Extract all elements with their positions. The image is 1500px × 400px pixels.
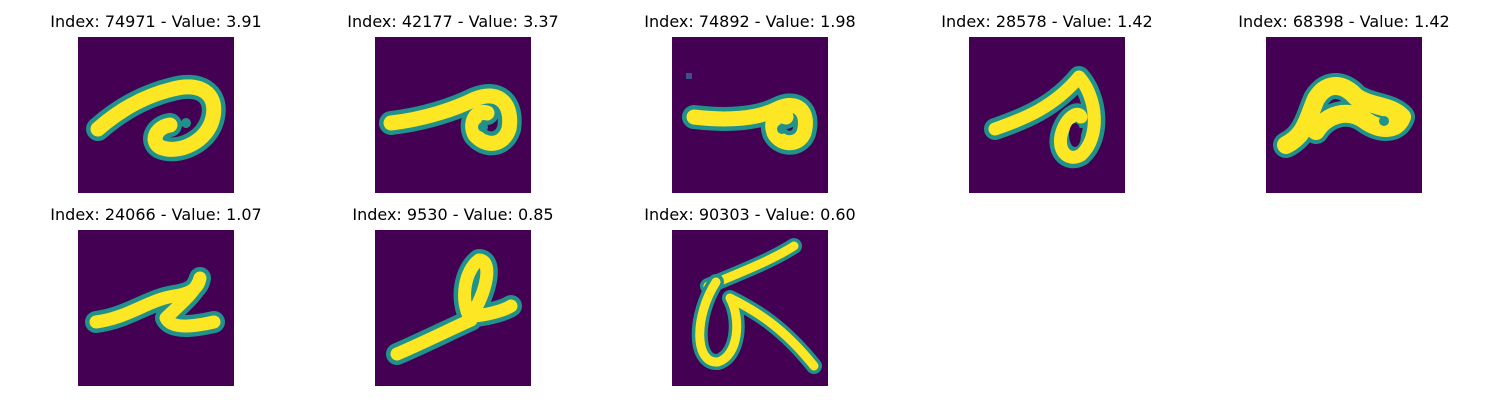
panel-title: Index: 24066 - Value: 1.07 (0, 205, 312, 225)
glyph-loop-right-long-stroke (375, 37, 531, 193)
digit-image (672, 37, 828, 193)
digit-image (78, 230, 234, 386)
glyph-blob-hook (1266, 37, 1422, 193)
panel-title: Index: 74892 - Value: 1.98 (594, 12, 906, 32)
digit-image (672, 230, 828, 386)
glyph-slanted-z-stroke (78, 230, 234, 386)
panel-title: Index: 90303 - Value: 0.60 (594, 205, 906, 225)
glyph-loop-right-rising-stroke (969, 37, 1125, 193)
glyph-loop-upright-base-stroke (375, 230, 531, 386)
digit-image (78, 37, 234, 193)
panel-title: Index: 9530 - Value: 0.85 (297, 205, 609, 225)
glyph-loop-right-long-stroke (672, 37, 828, 193)
panel-title: Index: 42177 - Value: 3.37 (297, 12, 609, 32)
panel-title: Index: 74971 - Value: 3.91 (0, 12, 312, 32)
digit-image (375, 230, 531, 386)
panel-title: Index: 68398 - Value: 1.42 (1188, 12, 1500, 32)
panel-title: Index: 28578 - Value: 1.42 (891, 12, 1203, 32)
digit-image (1266, 37, 1422, 193)
digit-image (969, 37, 1125, 193)
glyph-loop-hook-left-tail (78, 37, 234, 193)
digit-image (375, 37, 531, 193)
glyph-crossed-loop-figure (672, 230, 828, 386)
